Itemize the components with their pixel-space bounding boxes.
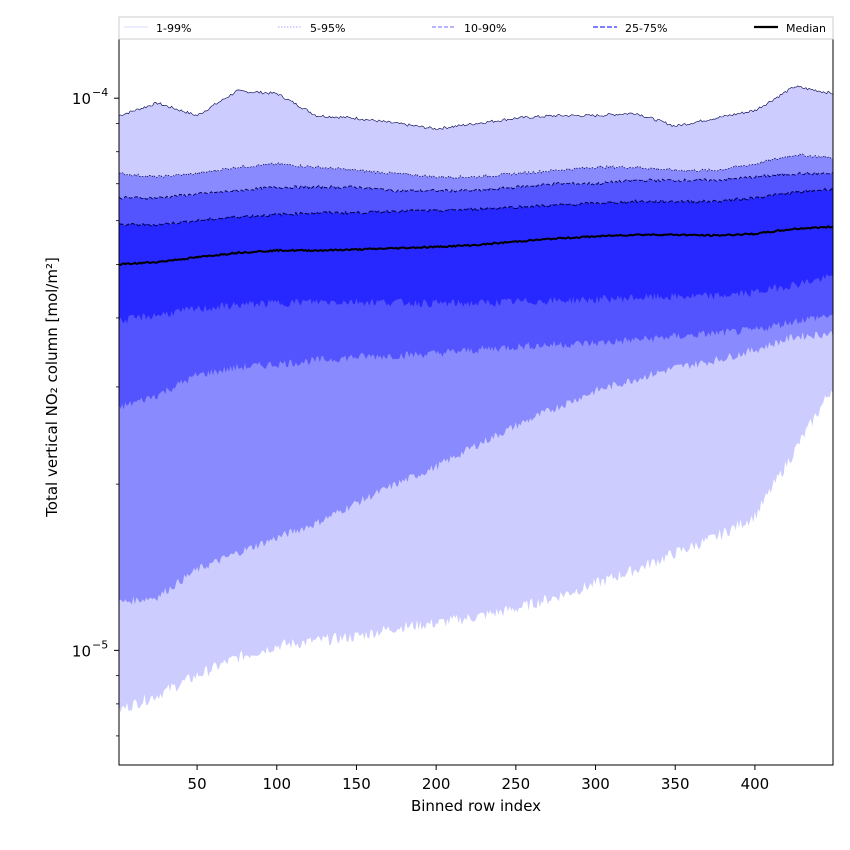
legend-box [118, 16, 834, 40]
legend: 1-99% 5-95% 10-90% 25-75% Median [118, 16, 834, 40]
x-tick-label: 350 [661, 775, 690, 793]
x-axis-title: Binned row index [411, 797, 541, 815]
band-25-75pct [119, 188, 833, 324]
legend-label: 5-95% [310, 22, 345, 35]
legend-label: Median [786, 22, 826, 35]
band-upper-edge-10-90pct [119, 171, 833, 200]
band-upper-edge-25-75pct [119, 187, 833, 227]
band-edge-lines [119, 85, 833, 227]
x-tick-label: 100 [262, 775, 291, 793]
x-axis: 50 100 150 200 250 300 350 400 [188, 765, 770, 793]
legend-label: 1-99% [156, 22, 191, 35]
y-axis: 10−510−4 [72, 86, 119, 737]
band-upper-edge-5-95pct [119, 153, 833, 179]
y-tick-label: 10 [72, 642, 91, 660]
x-tick-label: 200 [422, 775, 451, 793]
band-upper-edge-1-99pct [119, 85, 833, 131]
legend-label: 25-75% [625, 22, 667, 35]
x-tick-label: 50 [188, 775, 207, 793]
median-line [119, 225, 833, 266]
x-tick-label: 400 [741, 775, 770, 793]
x-tick-label: 300 [581, 775, 610, 793]
y-tick-label: 10 [72, 90, 91, 108]
y-axis-title: Total vertical NO₂ column [mol/m²] [43, 257, 61, 518]
x-tick-label: 150 [342, 775, 371, 793]
y-tick-exponent: −4 [92, 86, 108, 99]
bands-layer [119, 85, 833, 713]
legend-label: 10-90% [464, 22, 506, 35]
y-tick-exponent: −5 [92, 638, 108, 651]
plot-area [119, 85, 833, 713]
x-tick-label: 250 [502, 775, 531, 793]
